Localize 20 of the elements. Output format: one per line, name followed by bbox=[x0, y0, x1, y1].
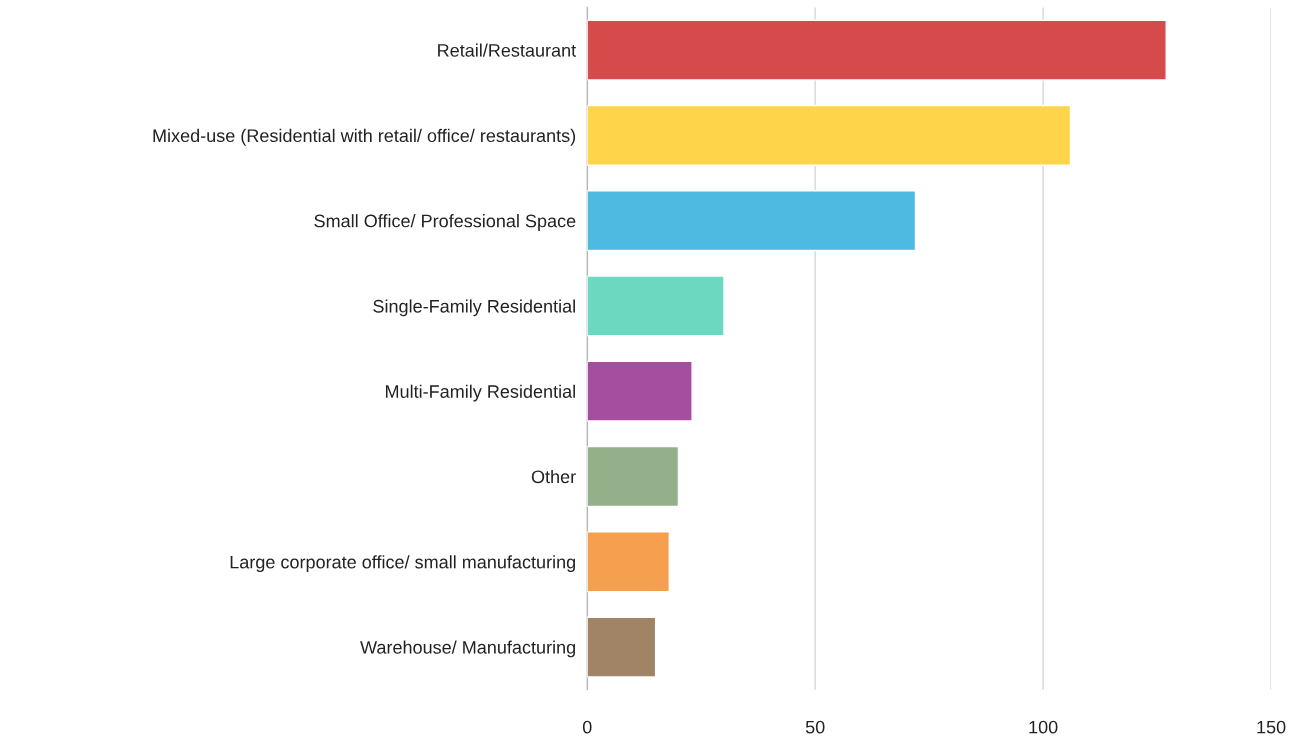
y-tick-label: Multi-Family Residential bbox=[385, 384, 575, 402]
x-tick-label: 50 bbox=[805, 720, 825, 734]
bar bbox=[587, 360, 693, 422]
bar bbox=[587, 190, 917, 252]
y-tick-label: Small Office/ Professional Space bbox=[314, 214, 576, 231]
y-tick-label: Single-Family Residential bbox=[373, 299, 575, 317]
bar bbox=[587, 445, 680, 508]
y-tick-label: Other bbox=[531, 469, 576, 484]
x-tick-label: 150 bbox=[1257, 720, 1286, 734]
x-tick-label: 0 bbox=[582, 720, 592, 734]
y-tick-label: Warehouse/ Manufacturing bbox=[360, 640, 575, 658]
x-tick-label: 100 bbox=[1029, 720, 1058, 734]
bar bbox=[587, 275, 725, 337]
bar bbox=[587, 104, 1072, 166]
bar bbox=[587, 19, 1167, 81]
y-tick-label: Large corporate office/ small manufacturing bbox=[230, 555, 575, 573]
y-tick-label: Mixed-use (Residential with retail/ office/ restaurants) bbox=[153, 128, 576, 146]
bar bbox=[587, 531, 671, 593]
y-tick-label: Retail/Restaurant bbox=[438, 43, 577, 57]
bar bbox=[587, 616, 657, 678]
